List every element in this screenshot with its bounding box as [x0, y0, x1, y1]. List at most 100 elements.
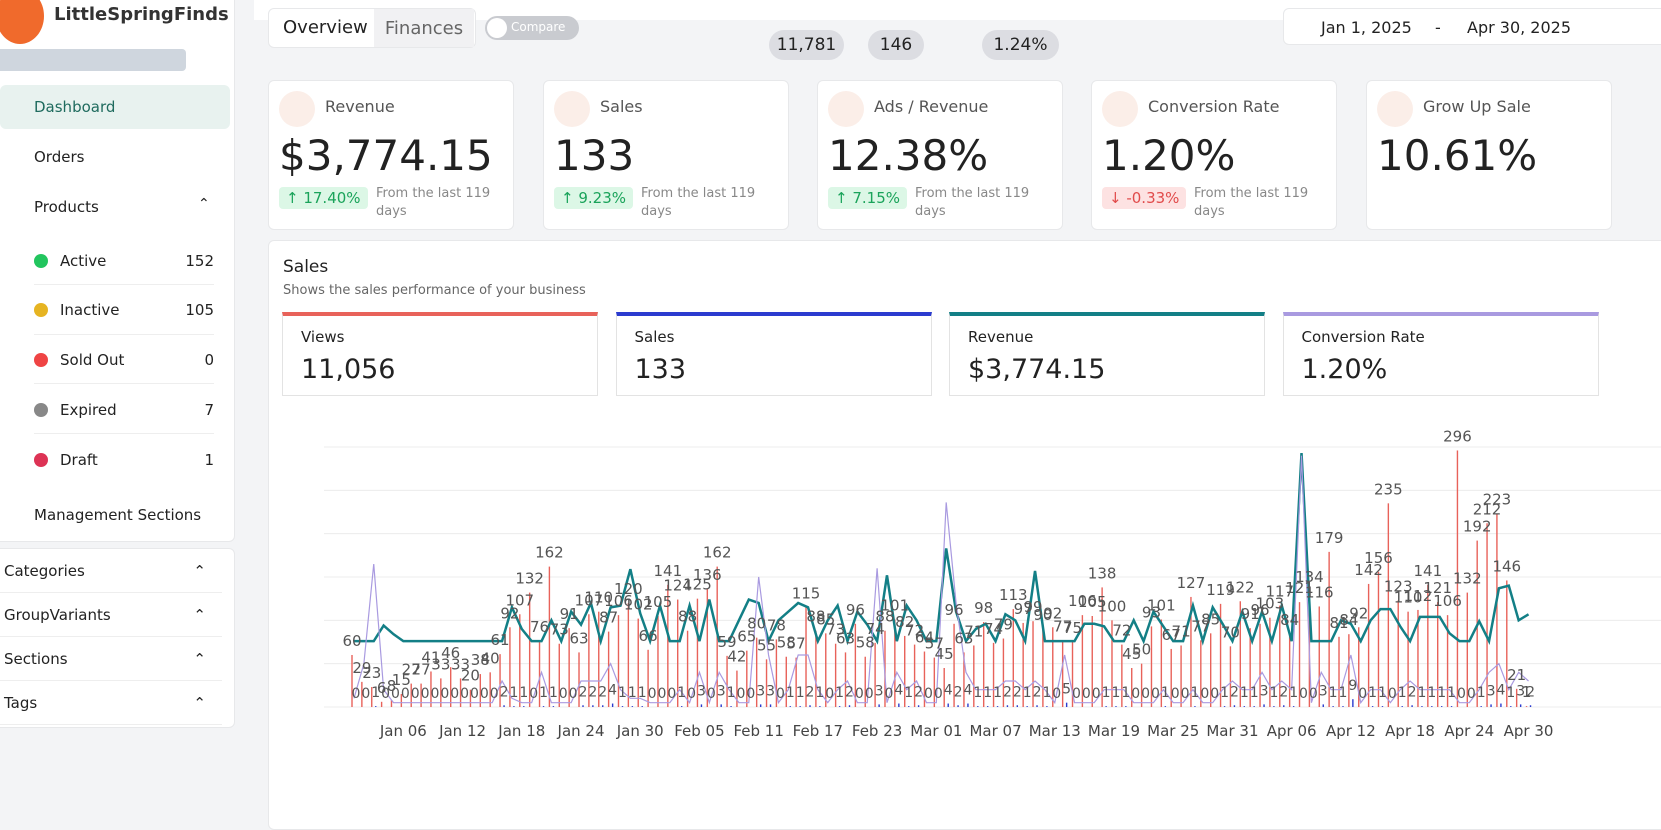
metric-value: 133: [634, 354, 687, 385]
data-label: 0: [746, 686, 755, 702]
tab-finances[interactable]: Finances: [374, 9, 474, 47]
bar: [1450, 706, 1453, 707]
bar: [904, 635, 906, 707]
nav-tags[interactable]: Tags: [0, 682, 222, 725]
kpi-label: Grow Up Sale: [1423, 97, 1531, 116]
data-label: 2: [579, 684, 588, 700]
nav-sections[interactable]: Sections: [0, 638, 222, 681]
tab-overview[interactable]: Overview: [283, 17, 368, 38]
bar: [1081, 615, 1084, 707]
bar: [874, 642, 876, 707]
bar: [1338, 636, 1340, 707]
data-label: 1: [983, 685, 992, 701]
metric-tab[interactable]: Revenue $3,774.15: [949, 312, 1265, 396]
bar: [552, 706, 555, 707]
data-label: 85: [816, 610, 835, 628]
nav-dashboard[interactable]: Dashboard: [0, 85, 230, 129]
bar: [1407, 611, 1409, 707]
product-filter[interactable]: Draft 1: [34, 436, 214, 484]
data-label: 0: [440, 686, 449, 702]
kpi-change-value: 9.23%: [578, 189, 626, 207]
bar: [617, 615, 620, 707]
data-label: 2: [914, 684, 923, 700]
bar: [730, 706, 732, 707]
data-label: 4: [963, 683, 972, 699]
data-label: 1: [796, 685, 805, 701]
bar: [913, 644, 916, 707]
data-label: 3: [766, 683, 775, 699]
data-label: 72: [1112, 622, 1131, 640]
filter-label: Active: [60, 251, 107, 270]
bar: [1263, 704, 1265, 707]
bar: [681, 706, 683, 707]
bar: [1239, 601, 1241, 707]
nav-management[interactable]: Management Sections: [34, 506, 202, 524]
bar: [499, 654, 501, 707]
bar: [1510, 706, 1512, 707]
bar: [1190, 596, 1192, 707]
metric-value: 1.20%: [1301, 354, 1388, 385]
data-label: 3: [756, 683, 765, 699]
data-label: 2: [588, 684, 597, 700]
data-label: 127: [1177, 574, 1206, 592]
data-label: 1: [1289, 685, 1298, 701]
kpi-label: Conversion Rate: [1148, 97, 1280, 116]
data-label: 42: [727, 648, 746, 666]
data-label: 2: [1003, 684, 1012, 700]
metric-label: Sales: [634, 328, 675, 346]
metric-label: Conversion Rate: [1301, 328, 1425, 346]
bar: [963, 652, 965, 707]
data-label: 1: [1190, 685, 1199, 701]
data-label: 82: [895, 613, 914, 631]
data-label: 115: [792, 584, 821, 602]
data-label: 76: [530, 618, 549, 636]
nav-groupvariants[interactable]: GroupVariants: [0, 594, 222, 637]
product-filter[interactable]: Active 152: [34, 237, 214, 285]
metric-tab[interactable]: Conversion Rate 1.20%: [1282, 312, 1599, 396]
bar: [755, 637, 758, 707]
product-filter[interactable]: Expired 7: [34, 386, 214, 435]
data-label: 1: [904, 685, 913, 701]
data-label: 90: [1033, 606, 1052, 624]
data-label: 0: [1388, 686, 1397, 702]
bar: [1490, 704, 1492, 707]
kpi-change: ↑ 17.40%: [279, 187, 368, 209]
product-filter[interactable]: Sold Out 0: [34, 336, 214, 385]
data-label: 71: [964, 622, 983, 640]
data-label: 0: [924, 686, 933, 702]
bar: [1437, 602, 1439, 707]
filter-label: Draft: [60, 450, 98, 469]
bar: [519, 614, 521, 707]
bar: [410, 683, 412, 707]
bar: [371, 687, 373, 707]
kpi-card: Revenue $3,774.15 ↑ 17.40% From the last 11…: [268, 80, 514, 230]
kpi-value: 1.20%: [1102, 131, 1236, 180]
bar: [1071, 642, 1074, 707]
data-label: 2: [1526, 684, 1535, 700]
bar: [1016, 705, 1018, 707]
data-label: 117: [1265, 583, 1294, 601]
nav-products[interactable]: Products: [34, 198, 99, 216]
product-filter[interactable]: Inactive 105: [34, 287, 214, 335]
nav-categories[interactable]: Categories: [0, 550, 222, 593]
metric-tab[interactable]: Views 11,056: [282, 312, 598, 396]
date-range[interactable]: [1283, 8, 1661, 45]
nav-orders[interactable]: Orders: [34, 148, 85, 166]
data-label: 1: [1506, 685, 1515, 701]
data-label: 80: [747, 615, 766, 633]
x-tick-label: Feb 23: [852, 722, 902, 740]
bar: [795, 657, 797, 707]
bar: [1466, 592, 1469, 707]
filter-label: Inactive: [60, 301, 120, 320]
metric-tab[interactable]: Sales 133: [615, 312, 932, 396]
data-label: 0: [825, 686, 834, 702]
data-label: 106: [1433, 592, 1462, 610]
data-label: 1: [1102, 685, 1111, 701]
data-label: 96: [1250, 601, 1269, 619]
bar: [607, 631, 610, 707]
data-label: 0: [1299, 686, 1308, 702]
search[interactable]: [0, 49, 186, 71]
bar: [1411, 705, 1413, 707]
bar: [667, 584, 669, 707]
